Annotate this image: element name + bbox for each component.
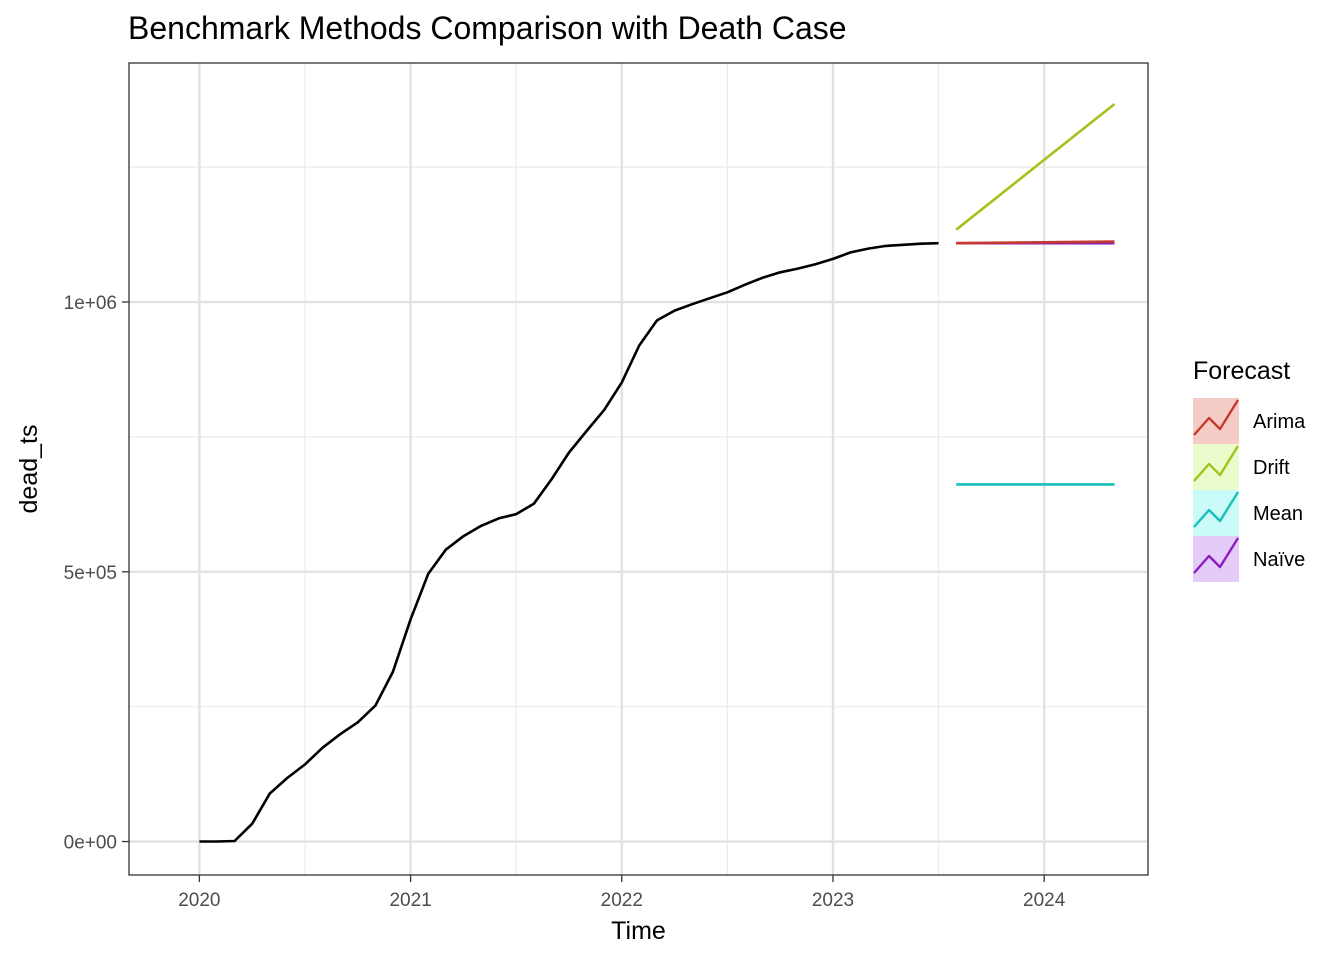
legend-key-line-icon	[1193, 491, 1240, 528]
x-tick-label: 2024	[1023, 890, 1066, 911]
legend-key-line-icon	[1193, 445, 1240, 482]
plot-border	[128, 62, 1149, 876]
y-axis: 0e+00 5e+05 1e+06	[64, 293, 129, 854]
x-axis-title: Time	[611, 917, 666, 945]
legend: Forecast Arima Drift Mean Naïve	[1193, 357, 1306, 582]
major-gridlines	[129, 63, 1148, 875]
observed-series-line	[199, 241, 939, 843]
minor-gridlines	[129, 63, 1148, 875]
y-tick-label: 1e+06	[64, 293, 117, 314]
legend-title: Forecast	[1193, 357, 1290, 385]
legend-key-fill	[1193, 490, 1239, 536]
y-axis-title: dead_ts	[15, 425, 43, 514]
forecast-line-drift	[955, 102, 1116, 231]
legend-key-fill	[1193, 536, 1239, 582]
chart-title: Benchmark Methods Comparison with Death …	[128, 10, 847, 46]
legend-label: Drift	[1253, 457, 1290, 479]
legend-key-line-icon	[1193, 537, 1240, 574]
legend-key-fill	[1193, 398, 1239, 444]
x-tick-label: 2022	[601, 890, 643, 911]
legend-label: Arima	[1253, 411, 1306, 433]
series-lines	[199, 102, 1116, 843]
y-tick-label: 0e+00	[64, 833, 117, 854]
x-tick-label: 2023	[812, 890, 854, 911]
legend-label: Naïve	[1253, 549, 1305, 571]
y-tick-label: 5e+05	[64, 563, 117, 584]
x-axis: 2020 2021 2022 2023 2024	[178, 875, 1066, 911]
legend-label: Mean	[1253, 503, 1303, 525]
legend-key-line-icon	[1193, 399, 1240, 436]
forecast-line-arima	[956, 240, 1115, 245]
plot-panel	[129, 63, 1148, 875]
x-tick-label: 2020	[178, 890, 220, 911]
legend-key-fill	[1193, 444, 1239, 490]
x-tick-label: 2021	[389, 890, 431, 911]
